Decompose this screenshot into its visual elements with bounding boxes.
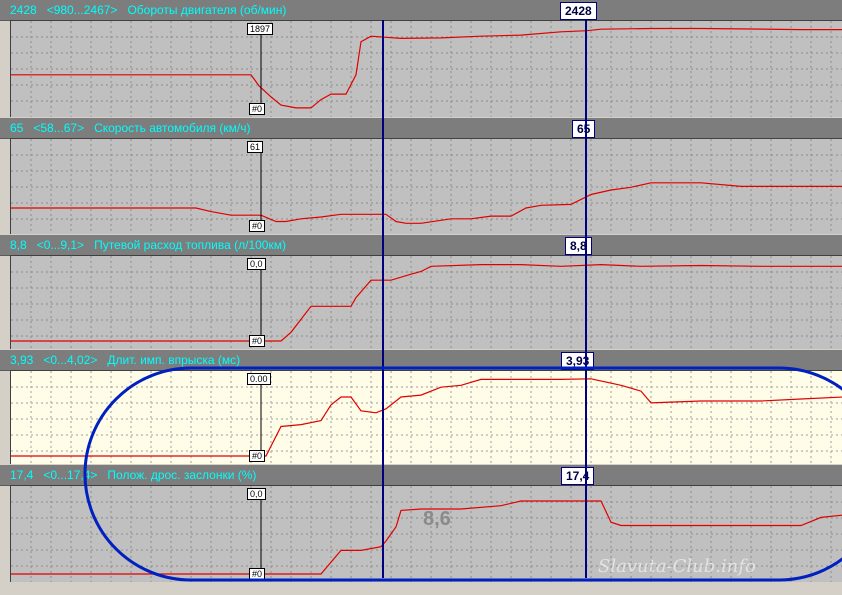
current-value: 2428 xyxy=(10,3,37,17)
selection-outline xyxy=(83,366,842,582)
series-line xyxy=(11,182,842,224)
trace-svg xyxy=(11,139,842,234)
panel-header: 2428 <980...2467> Обороты двигателя (об/ми… xyxy=(0,0,842,21)
annotation-value: 8,6 xyxy=(423,508,451,530)
series-line xyxy=(11,378,842,457)
parameter-name: Обороты двигателя (об/мин) xyxy=(127,3,287,17)
current-value: 65 xyxy=(10,121,24,135)
panel-header: 8,8 <0...9,1> Путевой расход топлива (л/10… xyxy=(0,235,842,256)
cursor-value-box: 2428 xyxy=(560,2,597,20)
panel-title: 2428 <980...2467> Обороты двигателя (об/ми… xyxy=(10,3,296,17)
panel-title: 3,93 <0...4,02> Длит. имп. впрыска (мс) xyxy=(10,353,250,367)
marker-top-label: 0.00 xyxy=(247,373,271,385)
marker-top-label: 0,0 xyxy=(247,258,266,270)
panel-header: 65 <58...67> Скорость автомобиля (км/ч) 65 xyxy=(0,118,842,139)
current-value: 17,4 xyxy=(10,468,34,482)
marker-top-label: 0,0 xyxy=(247,488,266,500)
value-range: <980...2467> xyxy=(46,3,118,17)
marker-top-label: 1897 xyxy=(247,23,274,35)
cursor-value-box: 65 xyxy=(572,120,596,138)
trace-svg xyxy=(11,21,842,117)
graph-panel: 8,8 <0...9,1> Путевой расход топлива (л/10… xyxy=(0,235,842,350)
graph-panel: 17,4 <0...17,4> Полож. дрос. заслонки (%) 1… xyxy=(0,465,842,583)
marker-top-label: 61 xyxy=(247,141,264,153)
panel-title: 65 <58...67> Скорость автомобиля (км/ч) xyxy=(10,121,260,135)
trace-svg xyxy=(11,371,842,464)
marker-bottom-label: #0 xyxy=(249,335,266,347)
graph-panel: 65 <58...67> Скорость автомобиля (км/ч) 65 6… xyxy=(0,118,842,235)
parameter-name: Скорость автомобиля (км/ч) xyxy=(94,121,251,135)
current-value: 8,8 xyxy=(10,238,27,252)
series-line xyxy=(11,500,842,575)
watermark: Slavuta-Club.info xyxy=(598,556,756,577)
series-line xyxy=(11,263,842,342)
parameter-name: Длит. имп. впрыска (мс) xyxy=(107,353,241,367)
parameter-name: Путевой расход топлива (л/100км) xyxy=(94,238,286,252)
trace-svg xyxy=(11,256,842,349)
graph-panel: 3,93 <0...4,02> Длит. имп. впрыска (мс) 3,9… xyxy=(0,350,842,465)
plot-area[interactable]: 0,0 #0 xyxy=(10,485,842,582)
series-line xyxy=(11,27,842,109)
panel-header: 17,4 <0...17,4> Полож. дрос. заслонки (%) 1… xyxy=(0,465,842,486)
trace-svg xyxy=(11,486,842,582)
value-range: <0...4,02> xyxy=(43,353,98,367)
parameter-name: Полож. дрос. заслонки (%) xyxy=(107,468,257,482)
panel-title: 8,8 <0...9,1> Путевой расход топлива (л/10… xyxy=(10,238,296,252)
plot-area[interactable]: 0.00 #0 xyxy=(10,370,842,464)
plot-area[interactable]: 0,0 #0 xyxy=(10,255,842,349)
graph-panel: 2428 <980...2467> Обороты двигателя (об/ми… xyxy=(0,0,842,118)
value-range: <58...67> xyxy=(33,121,85,135)
plot-area[interactable]: 61 #0 xyxy=(10,138,842,234)
value-range: <0...9,1> xyxy=(36,238,85,252)
marker-bottom-label: #0 xyxy=(249,220,266,232)
marker-bottom-label: #0 xyxy=(249,450,266,462)
plot-area[interactable]: 1897 #0 xyxy=(10,20,842,117)
current-value: 3,93 xyxy=(10,353,34,367)
marker-bottom-label: #0 xyxy=(249,103,266,115)
